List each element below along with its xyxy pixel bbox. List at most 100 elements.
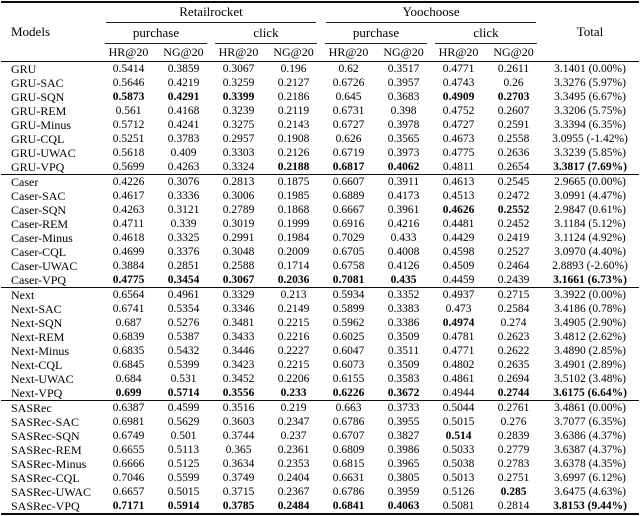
model-name: Next-UWAC bbox=[11, 372, 74, 386]
metric-value: 0.237 bbox=[280, 430, 307, 442]
metric-value: 0.2744 bbox=[497, 387, 530, 399]
dataset-header-yoochoose: Yoochoose bbox=[321, 2, 541, 23]
metric-value: 0.4241 bbox=[167, 119, 200, 131]
metric-value: 0.2813 bbox=[222, 176, 255, 188]
metric-value: 0.5015 bbox=[442, 416, 475, 428]
metric-value: 0.4771 bbox=[442, 63, 475, 75]
metric-value: 0.6889 bbox=[332, 190, 365, 202]
event-header-yc-purchase: purchase bbox=[321, 23, 431, 44]
metric-value: 0.6916 bbox=[332, 218, 365, 230]
metric-value: 0.626 bbox=[335, 133, 362, 145]
metric-value: 0.6815 bbox=[332, 458, 365, 470]
model-name: Caser-REM bbox=[11, 217, 69, 231]
metric-value: 0.6655 bbox=[112, 444, 145, 456]
metric-value: 0.4617 bbox=[112, 190, 145, 202]
model-name: GRU-UWAC bbox=[11, 146, 76, 160]
table-row: Caser-UWAC 0.3884 0.2851 0.2588 0.1714 0.6758… bbox=[1, 259, 639, 273]
metric-value: 0.3303 bbox=[222, 147, 255, 159]
metric-value: 0.3275 bbox=[222, 119, 255, 131]
metric-value: 0.3715 bbox=[222, 486, 255, 498]
metric-value: 0.2957 bbox=[222, 133, 255, 145]
metric-header: HR@20 bbox=[328, 45, 369, 59]
metric-value: 0.3239 bbox=[222, 105, 255, 117]
metric-value: 0.2694 bbox=[497, 373, 530, 385]
metric-value: 0.276 bbox=[500, 416, 527, 428]
total-value: 3.6386 (4.37%) bbox=[554, 430, 626, 442]
metric-value: 0.4727 bbox=[442, 119, 475, 131]
model-name: GRU-VPQ bbox=[11, 160, 65, 174]
model-name: SASRec-VPQ bbox=[11, 499, 80, 513]
metric-value: 0.3672 bbox=[387, 387, 420, 399]
metric-value: 0.4771 bbox=[442, 345, 475, 357]
metric-value: 0.3634 bbox=[222, 458, 255, 470]
metric-value: 0.6817 bbox=[332, 161, 365, 173]
model-name: Next-VPQ bbox=[11, 386, 63, 400]
metric-value: 0.5038 bbox=[442, 458, 475, 470]
total-value: 2.9847 (0.61%) bbox=[554, 204, 626, 216]
metric-value: 0.6631 bbox=[332, 472, 365, 484]
total-value: 3.3276 (5.97%) bbox=[554, 77, 626, 89]
total-value: 3.0970 (4.40%) bbox=[554, 246, 626, 258]
metric-value: 0.4944 bbox=[442, 387, 475, 399]
metric-value: 0.699 bbox=[115, 387, 142, 399]
metric-value: 0.3481 bbox=[222, 317, 255, 329]
metric-value: 0.2206 bbox=[277, 373, 310, 385]
table-row: GRU-SQN 0.5873 0.4291 0.3399 0.2186 0.645 0.36… bbox=[1, 90, 639, 104]
model-name: Caser-CQL bbox=[11, 245, 67, 259]
table-row: Next-UWAC 0.684 0.531 0.3452 0.2206 0.6155 0.3… bbox=[1, 372, 639, 386]
event-header-rr-click: click bbox=[211, 23, 321, 44]
metric-value: 0.5646 bbox=[112, 77, 145, 89]
model-name: SASRec-REM bbox=[11, 443, 82, 457]
metric-value: 0.4752 bbox=[442, 105, 475, 117]
total-value: 3.4890 (2.85%) bbox=[554, 345, 626, 357]
total-value: 3.0991 (4.47%) bbox=[554, 190, 626, 202]
metric-value: 0.3452 bbox=[222, 373, 255, 385]
metric-value: 0.2527 bbox=[497, 246, 530, 258]
metric-value: 0.6025 bbox=[332, 331, 365, 343]
metric-value: 0.1999 bbox=[277, 218, 310, 230]
metric-value: 0.435 bbox=[390, 274, 417, 286]
metric-value: 0.2584 bbox=[497, 303, 530, 315]
metric-value: 0.5914 bbox=[167, 500, 200, 512]
header-row-events: purchase click purchase click bbox=[1, 23, 639, 44]
table-row: Next-VPQ 0.699 0.5714 0.3556 0.233 0.6226 0.36… bbox=[1, 386, 639, 401]
metric-value: 0.4226 bbox=[112, 176, 145, 188]
metric-value: 0.4509 bbox=[442, 260, 475, 272]
metric-value: 0.3048 bbox=[222, 246, 255, 258]
metric-header: NG@20 bbox=[273, 45, 314, 59]
metric-value: 0.409 bbox=[170, 147, 197, 159]
metric-value: 0.3325 bbox=[167, 232, 200, 244]
metric-value: 0.7046 bbox=[112, 472, 145, 484]
metric-value: 0.473 bbox=[445, 303, 472, 315]
metric-value: 0.1985 bbox=[277, 190, 310, 202]
metric-value: 0.4291 bbox=[167, 91, 200, 103]
total-value: 3.6378 (4.35%) bbox=[554, 458, 626, 470]
metric-value: 0.6741 bbox=[112, 303, 145, 315]
total-value: 3.6175 (6.64%) bbox=[553, 387, 627, 399]
total-value: 3.4812 (2.62%) bbox=[554, 331, 626, 343]
metric-value: 0.4673 bbox=[442, 133, 475, 145]
metric-value: 0.2851 bbox=[167, 260, 200, 272]
metric-value: 0.5126 bbox=[442, 486, 475, 498]
metric-value: 0.687 bbox=[115, 317, 142, 329]
metric-value: 0.213 bbox=[280, 289, 307, 301]
metric-value: 0.2149 bbox=[277, 303, 310, 315]
model-name: Next-REM bbox=[11, 330, 65, 344]
metric-value: 0.3986 bbox=[387, 444, 420, 456]
metric-value: 0.2654 bbox=[497, 161, 530, 173]
table-row: Caser-REM 0.4711 0.339 0.3019 0.1999 0.6916 0.… bbox=[1, 217, 639, 231]
table-row: GRU-UWAC 0.5618 0.409 0.3303 0.2126 0.6719 0.3… bbox=[1, 146, 639, 160]
metric-value: 0.3565 bbox=[387, 133, 420, 145]
metric-value: 0.2188 bbox=[277, 161, 310, 173]
metric-value: 0.5699 bbox=[112, 161, 145, 173]
metric-value: 0.3511 bbox=[387, 345, 420, 357]
metric-value: 0.2347 bbox=[277, 416, 310, 428]
metric-value: 0.3965 bbox=[387, 458, 420, 470]
total-value: 3.6997 (6.12%) bbox=[554, 472, 626, 484]
model-name: Next-SAC bbox=[11, 302, 62, 316]
metric-value: 0.3383 bbox=[387, 303, 420, 315]
metric-value: 0.5714 bbox=[167, 387, 200, 399]
metric-value: 0.6758 bbox=[332, 260, 365, 272]
table-row: Next-REM 0.6839 0.5387 0.3433 0.2216 0.6025 0.… bbox=[1, 330, 639, 344]
table-row: GRU-Minus 0.5712 0.4241 0.3275 0.2143 0.6727 0… bbox=[1, 118, 639, 132]
